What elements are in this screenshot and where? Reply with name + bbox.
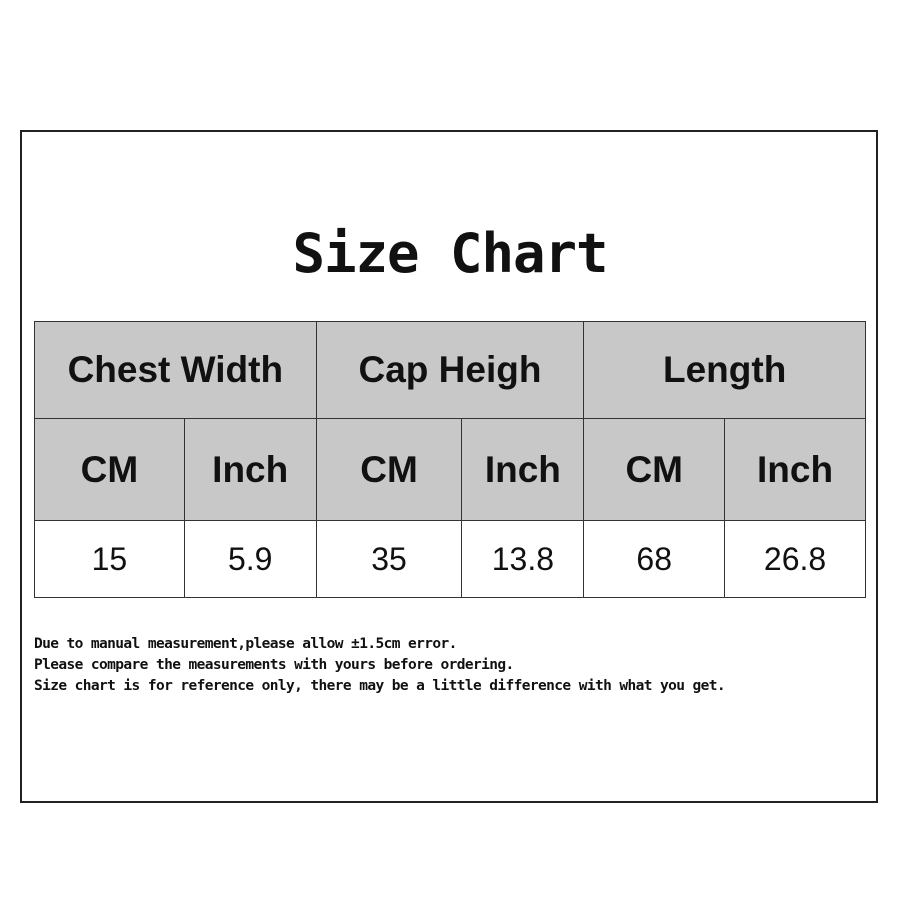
header-row-groups: Chest Width Cap Heigh Length (34, 321, 866, 419)
table-cell: 15 (34, 520, 185, 598)
size-table: Chest Width Cap Heigh Length CM Inch CM … (34, 321, 866, 598)
unit-header: Inch (724, 418, 866, 521)
unit-header: CM (34, 418, 185, 521)
group-header: Cap Heigh (315, 321, 585, 419)
note-line: Please compare the measurements with you… (34, 657, 514, 673)
table-cell: 13.8 (461, 520, 585, 598)
chart-frame (20, 130, 878, 803)
group-header: Length (583, 321, 866, 419)
table-cell: 26.8 (724, 520, 866, 598)
table-cell: 5.9 (183, 520, 317, 598)
table-cell: 35 (315, 520, 463, 598)
page-title: Size Chart (292, 222, 608, 285)
notes: Due to manual measurement,please allow ±… (34, 634, 726, 697)
unit-header: Inch (183, 418, 317, 521)
header-row-units: CM Inch CM Inch CM Inch (34, 418, 866, 521)
note-line: Due to manual measurement,please allow ±… (34, 636, 457, 652)
table-cell: 68 (583, 520, 726, 598)
unit-header: CM (315, 418, 463, 521)
unit-header: CM (583, 418, 726, 521)
unit-header: Inch (461, 418, 585, 521)
note-line: Size chart is for reference only, there … (34, 678, 726, 694)
group-header: Chest Width (34, 321, 317, 419)
table-row: 15 5.9 35 13.8 68 26.8 (34, 520, 866, 598)
